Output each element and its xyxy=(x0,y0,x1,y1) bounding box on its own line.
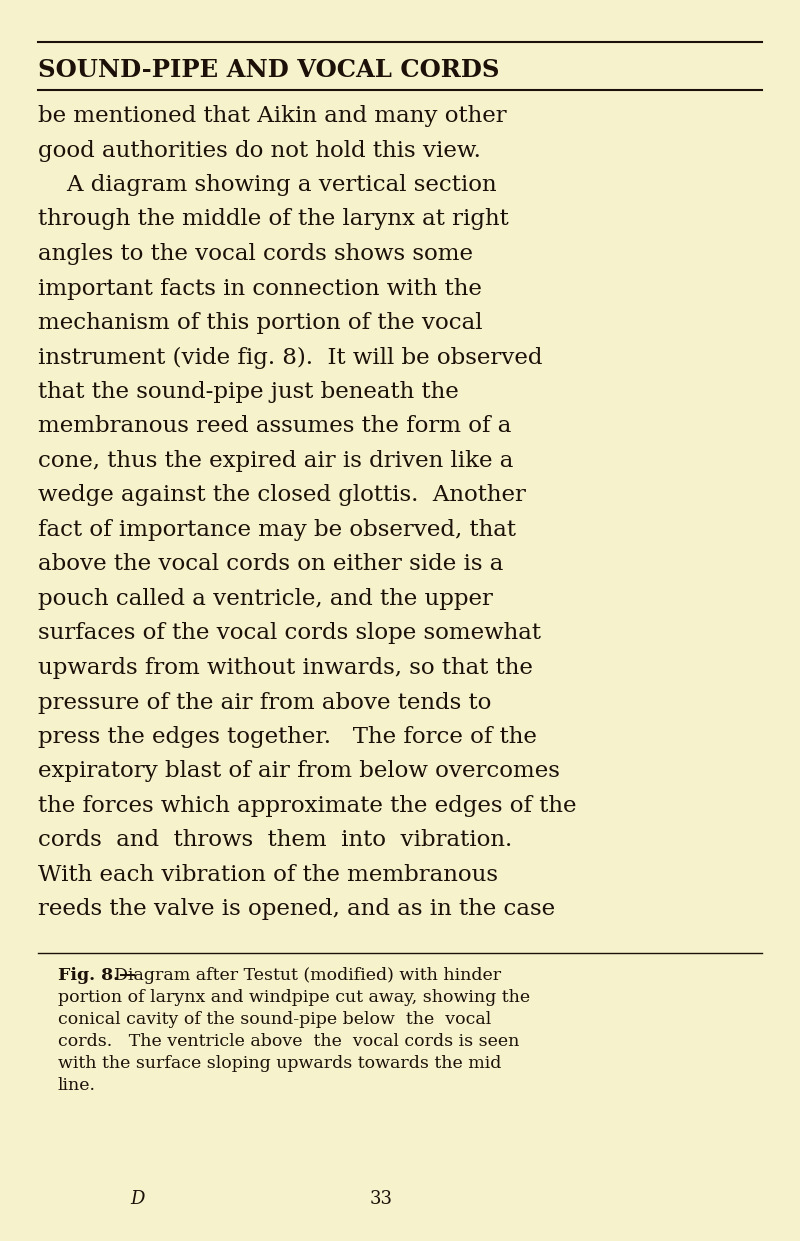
Text: A diagram showing a vertical section: A diagram showing a vertical section xyxy=(38,174,497,196)
Text: that the sound-pipe just beneath the: that the sound-pipe just beneath the xyxy=(38,381,458,403)
Text: conical cavity of the sound-pipe below  the  vocal: conical cavity of the sound-pipe below t… xyxy=(58,1011,491,1028)
Text: pouch called a ventricle, and the upper: pouch called a ventricle, and the upper xyxy=(38,588,493,611)
Text: wedge against the closed glottis.  Another: wedge against the closed glottis. Anothe… xyxy=(38,484,526,506)
Text: be mentioned that Aikin and many other: be mentioned that Aikin and many other xyxy=(38,105,506,127)
Text: With each vibration of the membranous: With each vibration of the membranous xyxy=(38,864,498,886)
Text: mechanism of this portion of the vocal: mechanism of this portion of the vocal xyxy=(38,311,482,334)
Text: instrument (vide fig. 8).  It will be observed: instrument (vide fig. 8). It will be obs… xyxy=(38,346,542,369)
Text: line.: line. xyxy=(58,1077,96,1095)
Text: above the vocal cords on either side is a: above the vocal cords on either side is … xyxy=(38,553,503,576)
Text: upwards from without inwards, so that the: upwards from without inwards, so that th… xyxy=(38,656,533,679)
Text: expiratory blast of air from below overcomes: expiratory blast of air from below overc… xyxy=(38,761,560,783)
Text: good authorities do not hold this view.: good authorities do not hold this view. xyxy=(38,139,481,161)
Text: SOUND-PIPE AND VOCAL CORDS: SOUND-PIPE AND VOCAL CORDS xyxy=(38,58,499,82)
Text: Diagram after Testut (modified) with hinder: Diagram after Testut (modified) with hin… xyxy=(114,967,501,984)
Text: cords.   The ventricle above  the  vocal cords is seen: cords. The ventricle above the vocal cor… xyxy=(58,1033,519,1050)
Text: the forces which approximate the edges of the: the forces which approximate the edges o… xyxy=(38,795,577,817)
Text: membranous reed assumes the form of a: membranous reed assumes the form of a xyxy=(38,416,511,438)
Text: reeds the valve is opened, and as in the case: reeds the valve is opened, and as in the… xyxy=(38,898,555,921)
Text: pressure of the air from above tends to: pressure of the air from above tends to xyxy=(38,691,491,714)
Text: cone, thus the expired air is driven like a: cone, thus the expired air is driven lik… xyxy=(38,450,514,472)
Text: with the surface sloping upwards towards the mid: with the surface sloping upwards towards… xyxy=(58,1055,502,1072)
Text: angles to the vocal cords shows some: angles to the vocal cords shows some xyxy=(38,243,473,266)
Text: fact of importance may be observed, that: fact of importance may be observed, that xyxy=(38,519,516,541)
Text: surfaces of the vocal cords slope somewhat: surfaces of the vocal cords slope somewh… xyxy=(38,623,541,644)
Text: important facts in connection with the: important facts in connection with the xyxy=(38,278,482,299)
Text: press the edges together.   The force of the: press the edges together. The force of t… xyxy=(38,726,537,748)
Text: D: D xyxy=(130,1190,144,1207)
Text: portion of larynx and windpipe cut away, showing the: portion of larynx and windpipe cut away,… xyxy=(58,989,530,1006)
Text: 33: 33 xyxy=(370,1190,393,1207)
Text: cords  and  throws  them  into  vibration.: cords and throws them into vibration. xyxy=(38,829,512,851)
Text: through the middle of the larynx at right: through the middle of the larynx at righ… xyxy=(38,208,509,231)
Text: Fig. 8.—: Fig. 8.— xyxy=(58,967,136,984)
